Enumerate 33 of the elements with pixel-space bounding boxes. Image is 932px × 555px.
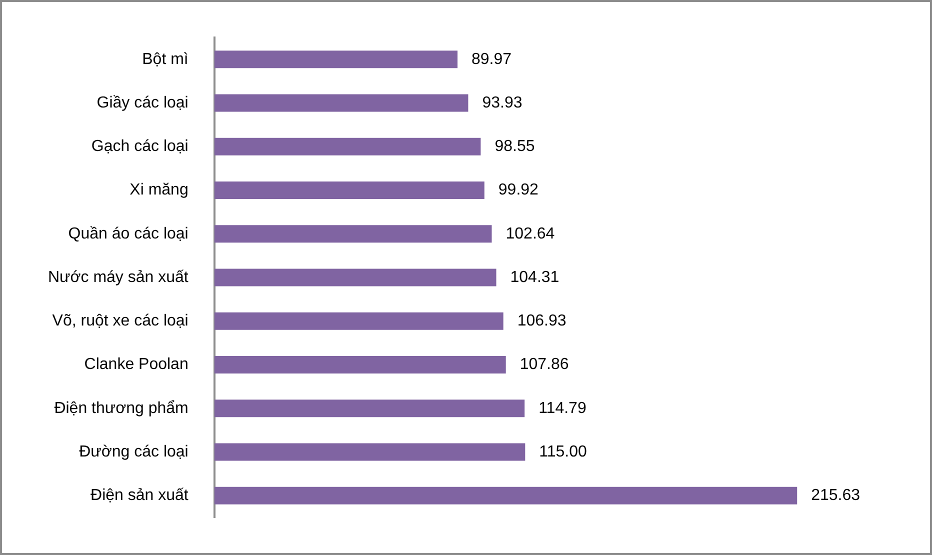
bar	[214, 182, 484, 199]
bar	[214, 486, 798, 504]
data-label: 107.86	[520, 356, 569, 374]
data-label: 99.92	[498, 182, 539, 199]
bar	[214, 138, 481, 156]
y-tick-label: Clanke Poolan	[84, 356, 188, 374]
y-tick-label: Nước máy sản xuất	[48, 268, 189, 286]
bar	[214, 400, 525, 418]
data-label: 93.93	[482, 94, 522, 112]
y-tick-label: Quần áo các loại	[68, 225, 188, 242]
bar	[214, 356, 506, 374]
bar	[214, 443, 526, 461]
data-label: 114.79	[538, 400, 586, 417]
y-tick-label: Gạch các loại	[91, 138, 188, 156]
data-label: 215.63	[811, 486, 860, 504]
data-label: 106.93	[517, 312, 566, 330]
bar	[214, 225, 492, 243]
y-tick-label: Bột mì	[142, 50, 188, 68]
data-label: 102.64	[506, 225, 555, 242]
data-label: 98.55	[494, 138, 535, 156]
y-tick-label: Võ, ruột xe các loại	[52, 312, 188, 330]
y-tick-label: Điện thương phẩm	[54, 400, 188, 417]
bar	[214, 50, 458, 68]
data-label: 89.97	[472, 50, 512, 68]
bar	[214, 94, 468, 112]
bar	[214, 312, 504, 330]
y-tick-label: Đường các loại	[79, 443, 188, 460]
y-tick-label: Điện sản xuất	[90, 486, 189, 504]
bar	[214, 268, 496, 286]
data-label: 115.00	[539, 443, 588, 460]
y-tick-label: Xi măng	[130, 182, 188, 199]
y-tick-label: Giầy các loại	[96, 94, 188, 112]
data-label: 104.31	[510, 268, 560, 286]
